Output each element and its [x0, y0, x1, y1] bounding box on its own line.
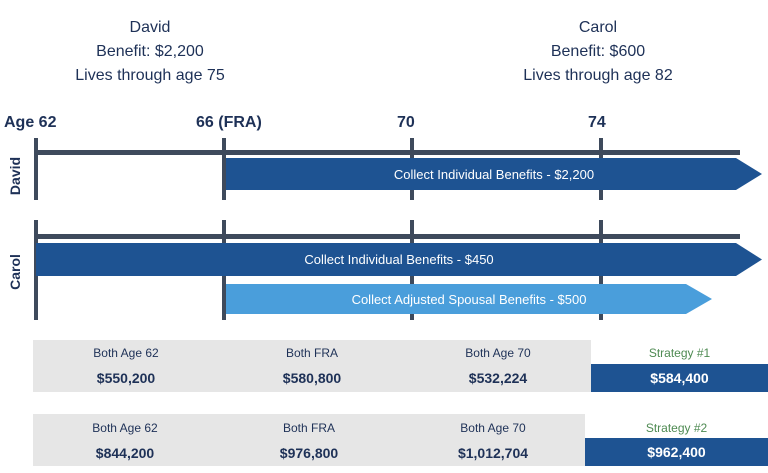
- table2-header-age70: Both Age 70: [460, 421, 526, 435]
- row-label-david: David: [7, 156, 23, 196]
- carol-timeline: [34, 234, 740, 239]
- david-lives: Lives through age 75: [75, 67, 225, 84]
- table2-value-fra: $976,800: [279, 445, 339, 461]
- table1-header-fra: Both FRA: [285, 346, 339, 360]
- table1-value-age62: $550,200: [96, 370, 156, 386]
- age-label-66: 66 (FRA): [196, 114, 262, 131]
- strategy-1-table: [33, 340, 591, 392]
- david-info: David Benefit: $2,200 Lives through age …: [50, 16, 250, 88]
- table2-value-age70: $1,012,704: [457, 445, 529, 461]
- age-label-70: 70: [397, 114, 415, 131]
- table1-value-fra: $580,800: [282, 370, 342, 386]
- table1-header-age70: Both Age 70: [465, 346, 531, 360]
- carol-lives: Lives through age 82: [523, 67, 673, 84]
- table2-value-age62: $844,200: [95, 445, 155, 461]
- marker-line-62: [34, 138, 38, 200]
- david-name: David: [129, 19, 171, 36]
- carol-benefit: Benefit: $600: [550, 43, 646, 60]
- strategy-1-value: $584,400: [650, 370, 709, 386]
- carol-info: Carol Benefit: $600 Lives through age 82: [498, 16, 698, 88]
- david-benefit: Benefit: $2,200: [96, 43, 204, 60]
- strategy-2-label: Strategy #2: [645, 421, 708, 435]
- david-timeline: [34, 150, 740, 155]
- table2-header-fra: Both FRA: [282, 421, 336, 435]
- marker-line-66: [222, 138, 226, 200]
- carol-name: Carol: [578, 19, 618, 36]
- age-label-62: Age 62: [4, 114, 57, 131]
- strategy-2-value: $962,400: [647, 444, 706, 460]
- table2-header-age62: Both Age 62: [92, 421, 158, 435]
- carol-spousal-benefits-arrow: Collect Adjusted Spousal Benefits - $500: [226, 284, 712, 314]
- strategy-2-value-box: $962,400: [585, 438, 768, 466]
- table1-value-age70: $532,224: [468, 370, 528, 386]
- carol-individual-benefits-label: Collect Individual Benefits - $450: [304, 252, 494, 267]
- row-label-carol: Carol: [7, 254, 23, 290]
- table1-header-age62: Both Age 62: [93, 346, 159, 360]
- david-individual-benefits-label: Collect Individual Benefits - $2,200: [393, 166, 595, 182]
- david-individual-benefits-arrow: Collect Individual Benefits - $2,200: [226, 158, 762, 190]
- carol-individual-benefits-arrow: Collect Individual Benefits - $450: [36, 243, 762, 276]
- strategy-2-table: [33, 414, 585, 466]
- strategy-1-value-box: $584,400: [591, 364, 768, 392]
- carol-spousal-benefits-label: Collect Adjusted Spousal Benefits - $500: [351, 291, 587, 307]
- age-label-74: 74: [588, 114, 606, 131]
- strategy-1-label: Strategy #1: [648, 346, 711, 360]
